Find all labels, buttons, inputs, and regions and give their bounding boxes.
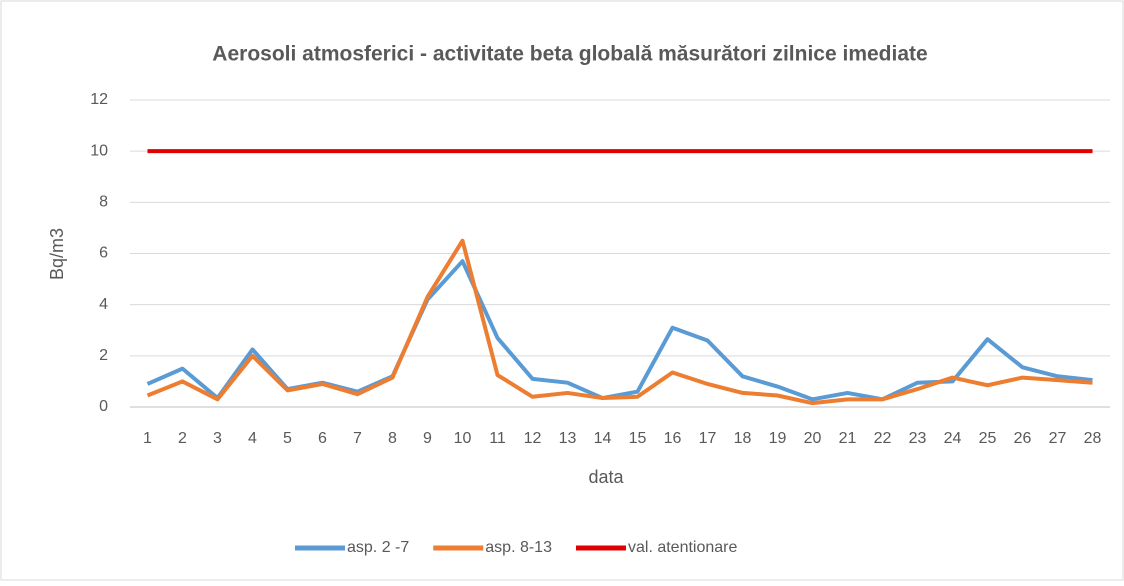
x-tick-label: 24	[944, 430, 962, 447]
x-tick-label: 15	[629, 430, 647, 447]
x-tick-label: 13	[559, 430, 577, 447]
x-tick-label: 12	[524, 430, 542, 447]
x-tick-label: 21	[839, 430, 857, 447]
x-axis-label: data	[588, 467, 624, 487]
x-tick-label: 10	[454, 430, 472, 447]
x-tick-label: 20	[804, 430, 822, 447]
x-tick-label: 28	[1084, 430, 1102, 447]
y-tick-label: 0	[99, 398, 108, 415]
x-tick-label: 23	[909, 430, 927, 447]
x-tick-label: 25	[979, 430, 997, 447]
y-axis-label: Bq/m3	[47, 228, 67, 280]
x-tick-label: 16	[664, 430, 682, 447]
x-tick-label: 3	[213, 430, 222, 447]
y-tick-label: 6	[99, 245, 108, 262]
x-tick-label: 22	[874, 430, 892, 447]
x-tick-label: 17	[699, 430, 717, 447]
x-tick-label: 8	[388, 430, 397, 447]
y-tick-label: 8	[99, 194, 108, 211]
y-tick-label: 4	[99, 296, 108, 313]
x-tick-label: 4	[248, 430, 257, 447]
x-tick-label: 26	[1014, 430, 1032, 447]
x-tick-label: 18	[734, 430, 752, 447]
legend-label: val. atentionare	[628, 539, 738, 556]
y-tick-label: 10	[90, 142, 108, 159]
x-tick-label: 7	[353, 430, 362, 447]
x-tick-label: 9	[423, 430, 432, 447]
line-series	[146, 238, 1093, 406]
x-tick-label: 2	[178, 430, 187, 447]
x-tick-label: 5	[283, 430, 292, 447]
x-tick-label: 19	[769, 430, 787, 447]
y-tick-label: 2	[99, 347, 108, 364]
chart-title: Aerosoli atmosferici - activitate beta g…	[212, 43, 927, 66]
y-tick-label: 12	[90, 91, 108, 108]
x-tick-label: 11	[489, 430, 506, 447]
x-tick-label: 27	[1049, 430, 1067, 447]
x-tick-label: 6	[318, 430, 327, 447]
x-tick-label: 1	[143, 430, 152, 447]
legend-label: asp. 2 -7	[347, 539, 409, 556]
legend-label: asp. 8-13	[485, 539, 552, 556]
x-tick-label: 14	[594, 430, 612, 447]
